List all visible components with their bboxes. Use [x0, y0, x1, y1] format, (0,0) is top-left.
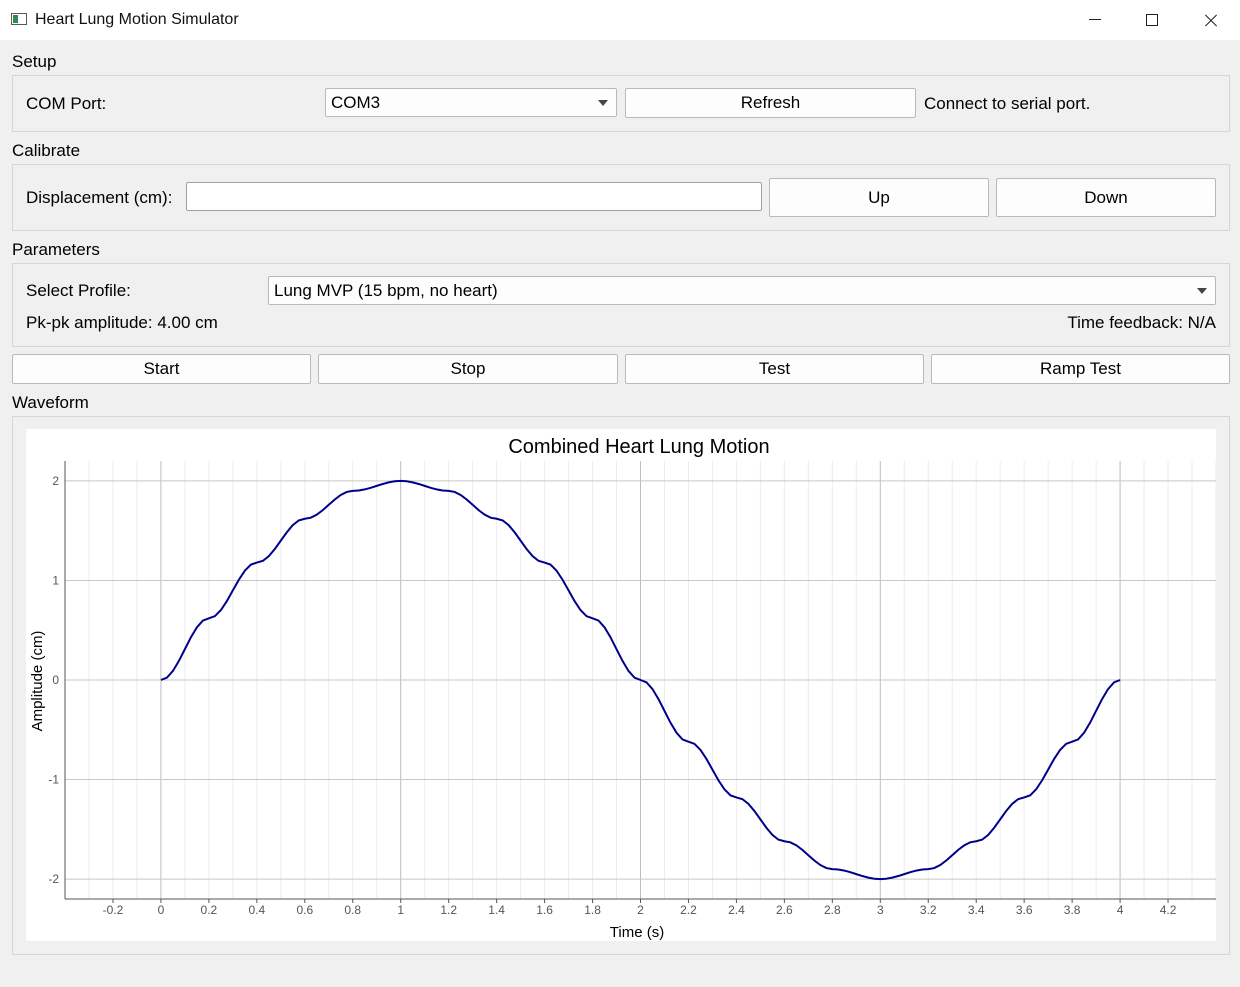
window-title: Heart Lung Motion Simulator: [35, 11, 239, 28]
x-tick-label: 3.8: [1064, 903, 1081, 917]
maximize-icon[interactable]: [1123, 0, 1181, 40]
down-button[interactable]: Down: [996, 178, 1216, 217]
calibrate-section-label: Calibrate: [12, 141, 81, 160]
x-tick-label: 0: [158, 903, 165, 917]
series-line: [160, 479, 1121, 881]
x-tick-label: 4.2: [1160, 903, 1177, 917]
x-tick-label: 2: [637, 903, 644, 917]
x-tick-label: 2.6: [776, 903, 793, 917]
x-tick-label: 3.4: [968, 903, 985, 917]
test-button[interactable]: Test: [625, 354, 924, 384]
y-tick-label: 0: [52, 673, 59, 687]
amplitude-readout: Pk-pk amplitude: 4.00 cm: [26, 313, 218, 332]
x-tick-label: 2.8: [824, 903, 841, 917]
com-port-value: COM3: [331, 93, 381, 112]
title-bar: Heart Lung Motion Simulator: [0, 0, 1240, 40]
x-tick-label: 3.6: [1016, 903, 1033, 917]
x-tick-label: 2.4: [728, 903, 745, 917]
close-icon[interactable]: [1182, 0, 1240, 40]
displacement-input[interactable]: [186, 182, 762, 211]
x-tick-label: 1.8: [584, 903, 601, 917]
y-tick-label: 1: [52, 573, 59, 587]
connection-status: Connect to serial port.: [924, 94, 1091, 113]
x-axis-label: Time (s): [610, 924, 664, 941]
com-port-label: COM Port:: [26, 94, 107, 113]
x-tick-label: 0.4: [248, 903, 265, 917]
time-feedback-readout: Time feedback: N/A: [1067, 313, 1216, 332]
up-button[interactable]: Up: [769, 178, 989, 217]
com-port-select[interactable]: COM3: [325, 88, 617, 117]
waveform-section-label: Waveform: [12, 393, 89, 412]
ramp-test-button[interactable]: Ramp Test: [931, 354, 1230, 384]
chevron-down-icon: [598, 100, 608, 106]
profile-value: Lung MVP (15 bpm, no heart): [274, 281, 498, 300]
y-tick-label: -1: [48, 773, 59, 787]
x-tick-label: 4: [1117, 903, 1124, 917]
x-tick-label: 0.6: [296, 903, 313, 917]
start-button[interactable]: Start: [12, 354, 311, 384]
x-tick-label: -0.2: [103, 903, 124, 917]
minimize-icon[interactable]: [1065, 0, 1123, 40]
x-tick-label: 0.2: [201, 903, 218, 917]
chart-title: Combined Heart Lung Motion: [508, 436, 769, 458]
x-tick-label: 1.2: [440, 903, 457, 917]
x-tick-label: 2.2: [680, 903, 697, 917]
stop-button[interactable]: Stop: [318, 354, 618, 384]
setup-group: [12, 75, 1230, 132]
app-icon: [11, 13, 27, 25]
profile-select[interactable]: Lung MVP (15 bpm, no heart): [268, 276, 1216, 305]
select-profile-label: Select Profile:: [26, 281, 131, 300]
refresh-button[interactable]: Refresh: [625, 88, 916, 118]
y-tick-label: -2: [48, 872, 59, 886]
y-tick-label: 2: [52, 474, 59, 488]
x-tick-label: 0.8: [344, 903, 361, 917]
x-tick-label: 1: [397, 903, 404, 917]
y-axis-label: Amplitude (cm): [29, 631, 46, 732]
chevron-down-icon: [1197, 288, 1207, 294]
x-tick-label: 3.2: [920, 903, 937, 917]
parameters-section-label: Parameters: [12, 240, 100, 259]
waveform-chart[interactable]: Combined Heart Lung Motion Time (s) Ampl…: [26, 429, 1217, 941]
setup-section-label: Setup: [12, 52, 57, 71]
displacement-label: Displacement (cm):: [26, 188, 173, 207]
x-tick-label: 1.4: [488, 903, 505, 917]
x-tick-label: 3: [877, 903, 884, 917]
waveform-chart-svg: Combined Heart Lung Motion Time (s) Ampl…: [29, 436, 1217, 941]
x-tick-label: 1.6: [536, 903, 553, 917]
